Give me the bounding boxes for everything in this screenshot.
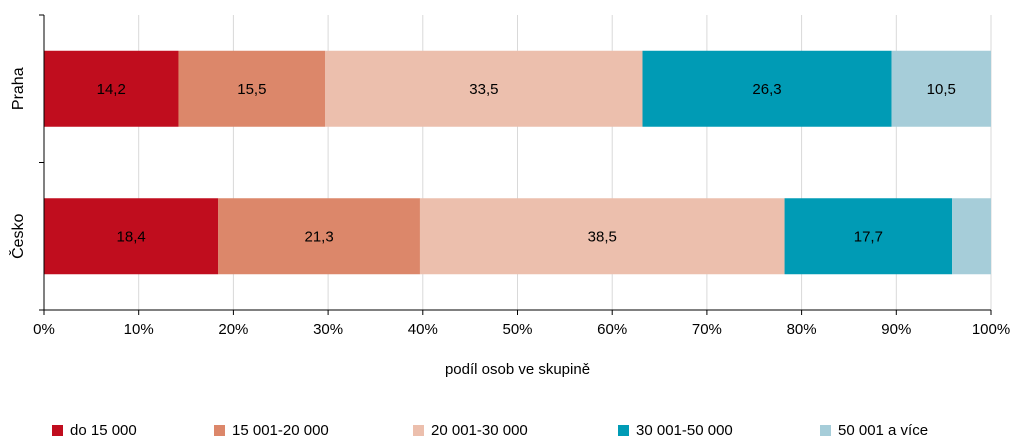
legend-label: 15 001-20 000 <box>232 422 329 439</box>
category-label: Praha <box>10 67 27 110</box>
legend-label: 50 001 a více <box>838 422 928 439</box>
bar-segment <box>325 50 643 127</box>
data-label: 15,5 <box>237 81 266 98</box>
category-labels: Praha Česko <box>8 67 27 259</box>
x-tick-label: 100% <box>972 321 1010 338</box>
legend-label: do 15 000 <box>70 422 137 439</box>
legend-swatch <box>820 425 831 436</box>
x-tick-label: 70% <box>692 321 722 338</box>
bars: 14,2 15,5 33,5 26,3 10,5 18,4 21,3 38,5 17,7 <box>44 50 991 275</box>
x-tick-labels: 0% 10% 20% 30% 40% 50% 60% 70% 80% 90% 100% <box>33 321 1010 338</box>
legend-swatch <box>214 425 225 436</box>
legend-swatch <box>52 425 63 436</box>
x-tick-label: 30% <box>313 321 343 338</box>
bar-segment <box>642 50 892 127</box>
data-label: 33,5 <box>469 81 498 98</box>
x-tick-label: 10% <box>124 321 154 338</box>
legend-swatch <box>618 425 629 436</box>
legend: do 15 000 15 001-20 000 20 001-30 000 30 00… <box>52 422 928 439</box>
x-tick-label: 90% <box>881 321 911 338</box>
x-tick-label: 80% <box>787 321 817 338</box>
x-tick-label: 40% <box>408 321 438 338</box>
data-label: 10,5 <box>927 81 956 98</box>
data-label: 26,3 <box>752 81 781 98</box>
data-label: 14,2 <box>97 81 126 98</box>
data-label: 38,5 <box>588 228 617 245</box>
bar-segment <box>44 198 219 275</box>
bar-segment <box>178 50 326 127</box>
legend-label: 30 001-50 000 <box>636 422 733 439</box>
axes <box>39 14 992 315</box>
legend-label: 20 001-30 000 <box>431 422 528 439</box>
x-axis-title: podíl osob ve skupině <box>445 361 590 378</box>
bar-segment <box>784 198 953 275</box>
legend-swatch <box>413 425 424 436</box>
x-tick-label: 50% <box>502 321 532 338</box>
bar-segment <box>218 198 420 275</box>
bar-segment <box>419 198 785 275</box>
bar-segment <box>44 50 179 127</box>
category-label: Česko <box>8 213 27 258</box>
bar-segment <box>952 198 991 275</box>
data-label: 17,7 <box>854 228 883 245</box>
data-label: 18,4 <box>117 228 146 245</box>
x-tick-label: 60% <box>597 321 627 338</box>
bar-segment <box>891 50 991 127</box>
x-tick-label: 0% <box>33 321 55 338</box>
data-label: 21,3 <box>305 228 334 245</box>
x-tick-label: 20% <box>218 321 248 338</box>
